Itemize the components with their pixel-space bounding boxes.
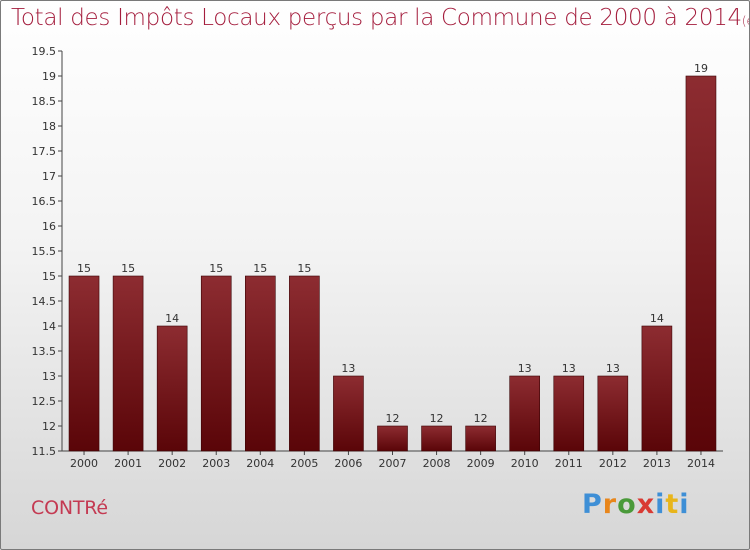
y-tick-label: 16: [42, 220, 56, 233]
y-tick-label: 19: [42, 70, 56, 83]
bar: [597, 375, 629, 452]
x-tick-label: 2008: [423, 457, 451, 470]
bar-value-label: 12: [430, 412, 444, 425]
y-tick-label: 15.5: [32, 245, 57, 258]
x-tick-label: 2012: [599, 457, 627, 470]
bar-value-label: 13: [341, 362, 355, 375]
x-tick-label: 2005: [290, 457, 318, 470]
bar: [68, 275, 100, 452]
bar: [245, 275, 276, 452]
bar: [333, 375, 364, 452]
y-tick-label: 12.5: [32, 395, 57, 408]
logo-letter: x: [636, 489, 656, 520]
bar: [156, 325, 188, 452]
logo-letter: i: [655, 489, 666, 520]
y-tick-label: 16.5: [32, 195, 57, 208]
logo-letter: r: [602, 489, 618, 520]
x-tick-label: 2007: [379, 457, 407, 470]
y-tick-label: 19.5: [32, 45, 57, 58]
chart-title-main: Total des Impôts Locaux perçus par la Co…: [11, 5, 742, 31]
bar-value-label: 15: [77, 262, 91, 275]
logo-letter: P: [582, 489, 603, 520]
chart-title: Total des Impôts Locaux perçus par la Co…: [11, 5, 749, 31]
bar: [112, 275, 144, 452]
bar: [509, 375, 541, 452]
y-tick-label: 13: [42, 370, 56, 383]
bar-value-label: 14: [650, 312, 664, 325]
bar: [685, 75, 717, 452]
logo-letter: o: [617, 489, 637, 520]
bar-value-label: 12: [386, 412, 400, 425]
y-tick-label: 18.5: [32, 95, 57, 108]
x-tick-label: 2004: [246, 457, 274, 470]
y-tick-label: 12: [42, 420, 56, 433]
x-tick-label: 2009: [467, 457, 495, 470]
y-tick-label: 14.5: [32, 295, 57, 308]
bar: [421, 425, 452, 452]
x-tick-label: 2011: [555, 457, 583, 470]
y-tick-label: 13.5: [32, 345, 57, 358]
y-tick-label: 17: [42, 170, 56, 183]
commune-name: CONTRé: [31, 497, 108, 519]
bar-value-label: 13: [606, 362, 620, 375]
x-tick-label: 2000: [70, 457, 98, 470]
chart-title-unit: (en milliers d'€): [741, 14, 749, 28]
y-tick-label: 11.5: [32, 445, 57, 458]
x-tick-label: 2001: [114, 457, 142, 470]
bar: [641, 325, 673, 452]
bar: [553, 375, 585, 452]
x-tick-label: 2003: [202, 457, 230, 470]
proxiti-logo: Proxiti: [582, 489, 690, 520]
bar-value-label: 12: [474, 412, 488, 425]
x-tick-label: 2013: [643, 457, 671, 470]
bar-value-label: 15: [297, 262, 311, 275]
bar-value-label: 15: [209, 262, 223, 275]
bar: [200, 275, 232, 452]
y-tick-label: 17.5: [32, 145, 57, 158]
y-tick-label: 14: [42, 320, 56, 333]
bar-value-label: 15: [121, 262, 135, 275]
bar-value-label: 13: [562, 362, 576, 375]
x-tick-label: 2006: [334, 457, 362, 470]
x-tick-label: 2002: [158, 457, 186, 470]
bar-value-label: 15: [253, 262, 267, 275]
logo-letter: i: [679, 489, 690, 520]
bar-value-label: 13: [518, 362, 532, 375]
bar-value-label: 14: [165, 312, 179, 325]
logo-letter: t: [665, 489, 680, 520]
x-tick-label: 2014: [687, 457, 715, 470]
bar-value-label: 19: [694, 62, 708, 75]
bar: [465, 425, 496, 452]
bar: [289, 275, 320, 452]
y-tick-label: 18: [42, 120, 56, 133]
y-tick-label: 15: [42, 270, 56, 283]
bar: [377, 425, 408, 452]
x-tick-label: 2010: [511, 457, 539, 470]
